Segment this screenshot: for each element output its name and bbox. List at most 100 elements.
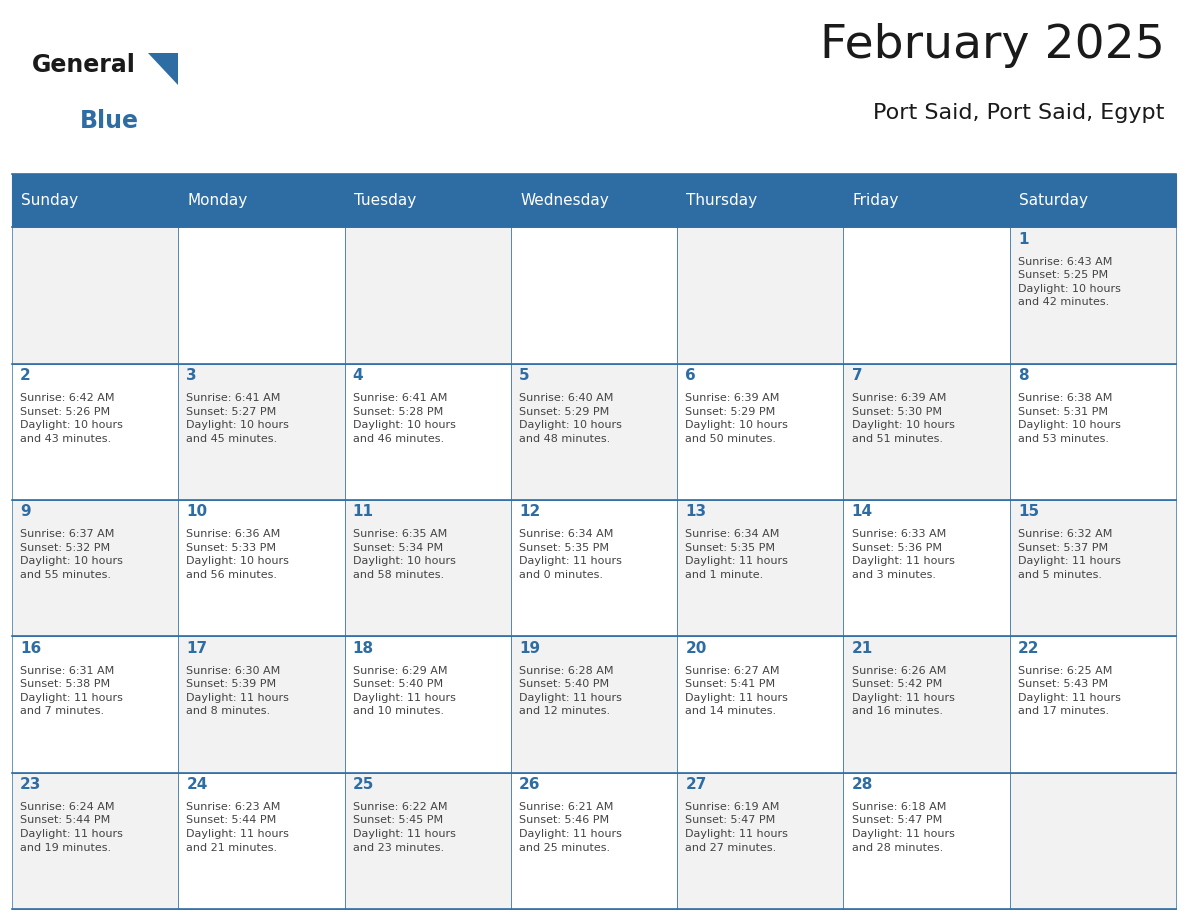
Text: 27: 27 — [685, 777, 707, 792]
Text: Sunrise: 6:39 AM
Sunset: 5:30 PM
Daylight: 10 hours
and 51 minutes.: Sunrise: 6:39 AM Sunset: 5:30 PM Dayligh… — [852, 393, 954, 443]
Text: Saturday: Saturday — [1019, 194, 1088, 208]
Text: Sunrise: 6:35 AM
Sunset: 5:34 PM
Daylight: 10 hours
and 58 minutes.: Sunrise: 6:35 AM Sunset: 5:34 PM Dayligh… — [353, 530, 455, 580]
Text: Sunrise: 6:31 AM
Sunset: 5:38 PM
Daylight: 11 hours
and 7 minutes.: Sunrise: 6:31 AM Sunset: 5:38 PM Dayligh… — [20, 666, 122, 716]
Text: 18: 18 — [353, 641, 374, 655]
Text: Sunrise: 6:34 AM
Sunset: 5:35 PM
Daylight: 11 hours
and 0 minutes.: Sunrise: 6:34 AM Sunset: 5:35 PM Dayligh… — [519, 530, 621, 580]
Bar — [345, 228, 511, 364]
Text: 2: 2 — [20, 368, 31, 383]
Text: Sunrise: 6:23 AM
Sunset: 5:44 PM
Daylight: 11 hours
and 21 minutes.: Sunrise: 6:23 AM Sunset: 5:44 PM Dayligh… — [187, 802, 289, 853]
Text: Sunrise: 6:30 AM
Sunset: 5:39 PM
Daylight: 11 hours
and 8 minutes.: Sunrise: 6:30 AM Sunset: 5:39 PM Dayligh… — [187, 666, 289, 716]
Bar — [511, 228, 677, 364]
Text: 1: 1 — [1018, 231, 1029, 247]
Bar — [511, 174, 677, 228]
Bar — [345, 773, 511, 909]
Bar — [843, 636, 1010, 773]
Bar — [843, 228, 1010, 364]
Bar — [178, 364, 345, 500]
Text: Sunrise: 6:32 AM
Sunset: 5:37 PM
Daylight: 11 hours
and 5 minutes.: Sunrise: 6:32 AM Sunset: 5:37 PM Dayligh… — [1018, 530, 1120, 580]
Text: 20: 20 — [685, 641, 707, 655]
Text: 12: 12 — [519, 504, 541, 520]
Bar — [677, 773, 843, 909]
Bar — [12, 228, 178, 364]
Text: Friday: Friday — [853, 194, 899, 208]
Text: 22: 22 — [1018, 641, 1040, 655]
Text: Sunrise: 6:28 AM
Sunset: 5:40 PM
Daylight: 11 hours
and 12 minutes.: Sunrise: 6:28 AM Sunset: 5:40 PM Dayligh… — [519, 666, 621, 716]
Text: 16: 16 — [20, 641, 42, 655]
Text: 3: 3 — [187, 368, 197, 383]
Bar — [12, 500, 178, 636]
Text: Wednesday: Wednesday — [520, 194, 609, 208]
Text: Port Said, Port Said, Egypt: Port Said, Port Said, Egypt — [873, 103, 1164, 123]
Text: 5: 5 — [519, 368, 530, 383]
Text: Sunrise: 6:24 AM
Sunset: 5:44 PM
Daylight: 11 hours
and 19 minutes.: Sunrise: 6:24 AM Sunset: 5:44 PM Dayligh… — [20, 802, 122, 853]
Text: Thursday: Thursday — [687, 194, 758, 208]
Bar — [677, 174, 843, 228]
Polygon shape — [148, 52, 178, 85]
Bar — [12, 364, 178, 500]
Text: Sunrise: 6:36 AM
Sunset: 5:33 PM
Daylight: 10 hours
and 56 minutes.: Sunrise: 6:36 AM Sunset: 5:33 PM Dayligh… — [187, 530, 289, 580]
Bar — [12, 773, 178, 909]
Bar — [511, 500, 677, 636]
Text: 9: 9 — [20, 504, 31, 520]
Text: Sunrise: 6:38 AM
Sunset: 5:31 PM
Daylight: 10 hours
and 53 minutes.: Sunrise: 6:38 AM Sunset: 5:31 PM Dayligh… — [1018, 393, 1120, 443]
Text: 21: 21 — [852, 641, 873, 655]
Bar — [843, 174, 1010, 228]
Text: Sunrise: 6:43 AM
Sunset: 5:25 PM
Daylight: 10 hours
and 42 minutes.: Sunrise: 6:43 AM Sunset: 5:25 PM Dayligh… — [1018, 257, 1120, 308]
Bar — [843, 500, 1010, 636]
Bar — [178, 228, 345, 364]
Text: Sunrise: 6:21 AM
Sunset: 5:46 PM
Daylight: 11 hours
and 25 minutes.: Sunrise: 6:21 AM Sunset: 5:46 PM Dayligh… — [519, 802, 621, 853]
Text: Sunrise: 6:22 AM
Sunset: 5:45 PM
Daylight: 11 hours
and 23 minutes.: Sunrise: 6:22 AM Sunset: 5:45 PM Dayligh… — [353, 802, 455, 853]
Bar — [345, 500, 511, 636]
Text: 13: 13 — [685, 504, 707, 520]
Text: 24: 24 — [187, 777, 208, 792]
Text: Sunday: Sunday — [21, 194, 78, 208]
Bar — [178, 174, 345, 228]
Bar — [511, 636, 677, 773]
Text: Sunrise: 6:41 AM
Sunset: 5:28 PM
Daylight: 10 hours
and 46 minutes.: Sunrise: 6:41 AM Sunset: 5:28 PM Dayligh… — [353, 393, 455, 443]
Text: 4: 4 — [353, 368, 364, 383]
Text: 15: 15 — [1018, 504, 1040, 520]
Text: Sunrise: 6:33 AM
Sunset: 5:36 PM
Daylight: 11 hours
and 3 minutes.: Sunrise: 6:33 AM Sunset: 5:36 PM Dayligh… — [852, 530, 954, 580]
Text: 17: 17 — [187, 641, 208, 655]
Bar — [1010, 228, 1176, 364]
Text: 28: 28 — [852, 777, 873, 792]
Text: Sunrise: 6:29 AM
Sunset: 5:40 PM
Daylight: 11 hours
and 10 minutes.: Sunrise: 6:29 AM Sunset: 5:40 PM Dayligh… — [353, 666, 455, 716]
Text: General: General — [32, 52, 135, 77]
Bar — [1010, 773, 1176, 909]
Bar — [178, 500, 345, 636]
Bar — [1010, 174, 1176, 228]
Text: Sunrise: 6:18 AM
Sunset: 5:47 PM
Daylight: 11 hours
and 28 minutes.: Sunrise: 6:18 AM Sunset: 5:47 PM Dayligh… — [852, 802, 954, 853]
Bar — [843, 773, 1010, 909]
Text: Sunrise: 6:34 AM
Sunset: 5:35 PM
Daylight: 11 hours
and 1 minute.: Sunrise: 6:34 AM Sunset: 5:35 PM Dayligh… — [685, 530, 788, 580]
Bar — [1010, 636, 1176, 773]
Bar — [345, 636, 511, 773]
Bar — [12, 636, 178, 773]
Bar — [178, 636, 345, 773]
Text: Sunrise: 6:19 AM
Sunset: 5:47 PM
Daylight: 11 hours
and 27 minutes.: Sunrise: 6:19 AM Sunset: 5:47 PM Dayligh… — [685, 802, 788, 853]
Text: 25: 25 — [353, 777, 374, 792]
Text: Sunrise: 6:25 AM
Sunset: 5:43 PM
Daylight: 11 hours
and 17 minutes.: Sunrise: 6:25 AM Sunset: 5:43 PM Dayligh… — [1018, 666, 1120, 716]
Bar — [12, 174, 178, 228]
Text: 7: 7 — [852, 368, 862, 383]
Bar — [677, 364, 843, 500]
Bar — [345, 174, 511, 228]
Bar — [178, 773, 345, 909]
Bar — [1010, 364, 1176, 500]
Text: 8: 8 — [1018, 368, 1029, 383]
Text: Sunrise: 6:26 AM
Sunset: 5:42 PM
Daylight: 11 hours
and 16 minutes.: Sunrise: 6:26 AM Sunset: 5:42 PM Dayligh… — [852, 666, 954, 716]
Text: 11: 11 — [353, 504, 374, 520]
Text: Sunrise: 6:41 AM
Sunset: 5:27 PM
Daylight: 10 hours
and 45 minutes.: Sunrise: 6:41 AM Sunset: 5:27 PM Dayligh… — [187, 393, 289, 443]
Text: Sunrise: 6:42 AM
Sunset: 5:26 PM
Daylight: 10 hours
and 43 minutes.: Sunrise: 6:42 AM Sunset: 5:26 PM Dayligh… — [20, 393, 122, 443]
Text: 26: 26 — [519, 777, 541, 792]
Bar — [1010, 500, 1176, 636]
Text: Sunrise: 6:40 AM
Sunset: 5:29 PM
Daylight: 10 hours
and 48 minutes.: Sunrise: 6:40 AM Sunset: 5:29 PM Dayligh… — [519, 393, 621, 443]
Bar — [345, 364, 511, 500]
Bar — [511, 364, 677, 500]
Bar — [677, 500, 843, 636]
Bar — [843, 364, 1010, 500]
Text: 10: 10 — [187, 504, 208, 520]
Text: Blue: Blue — [80, 109, 139, 133]
Text: 23: 23 — [20, 777, 42, 792]
Text: 6: 6 — [685, 368, 696, 383]
Text: 14: 14 — [852, 504, 873, 520]
